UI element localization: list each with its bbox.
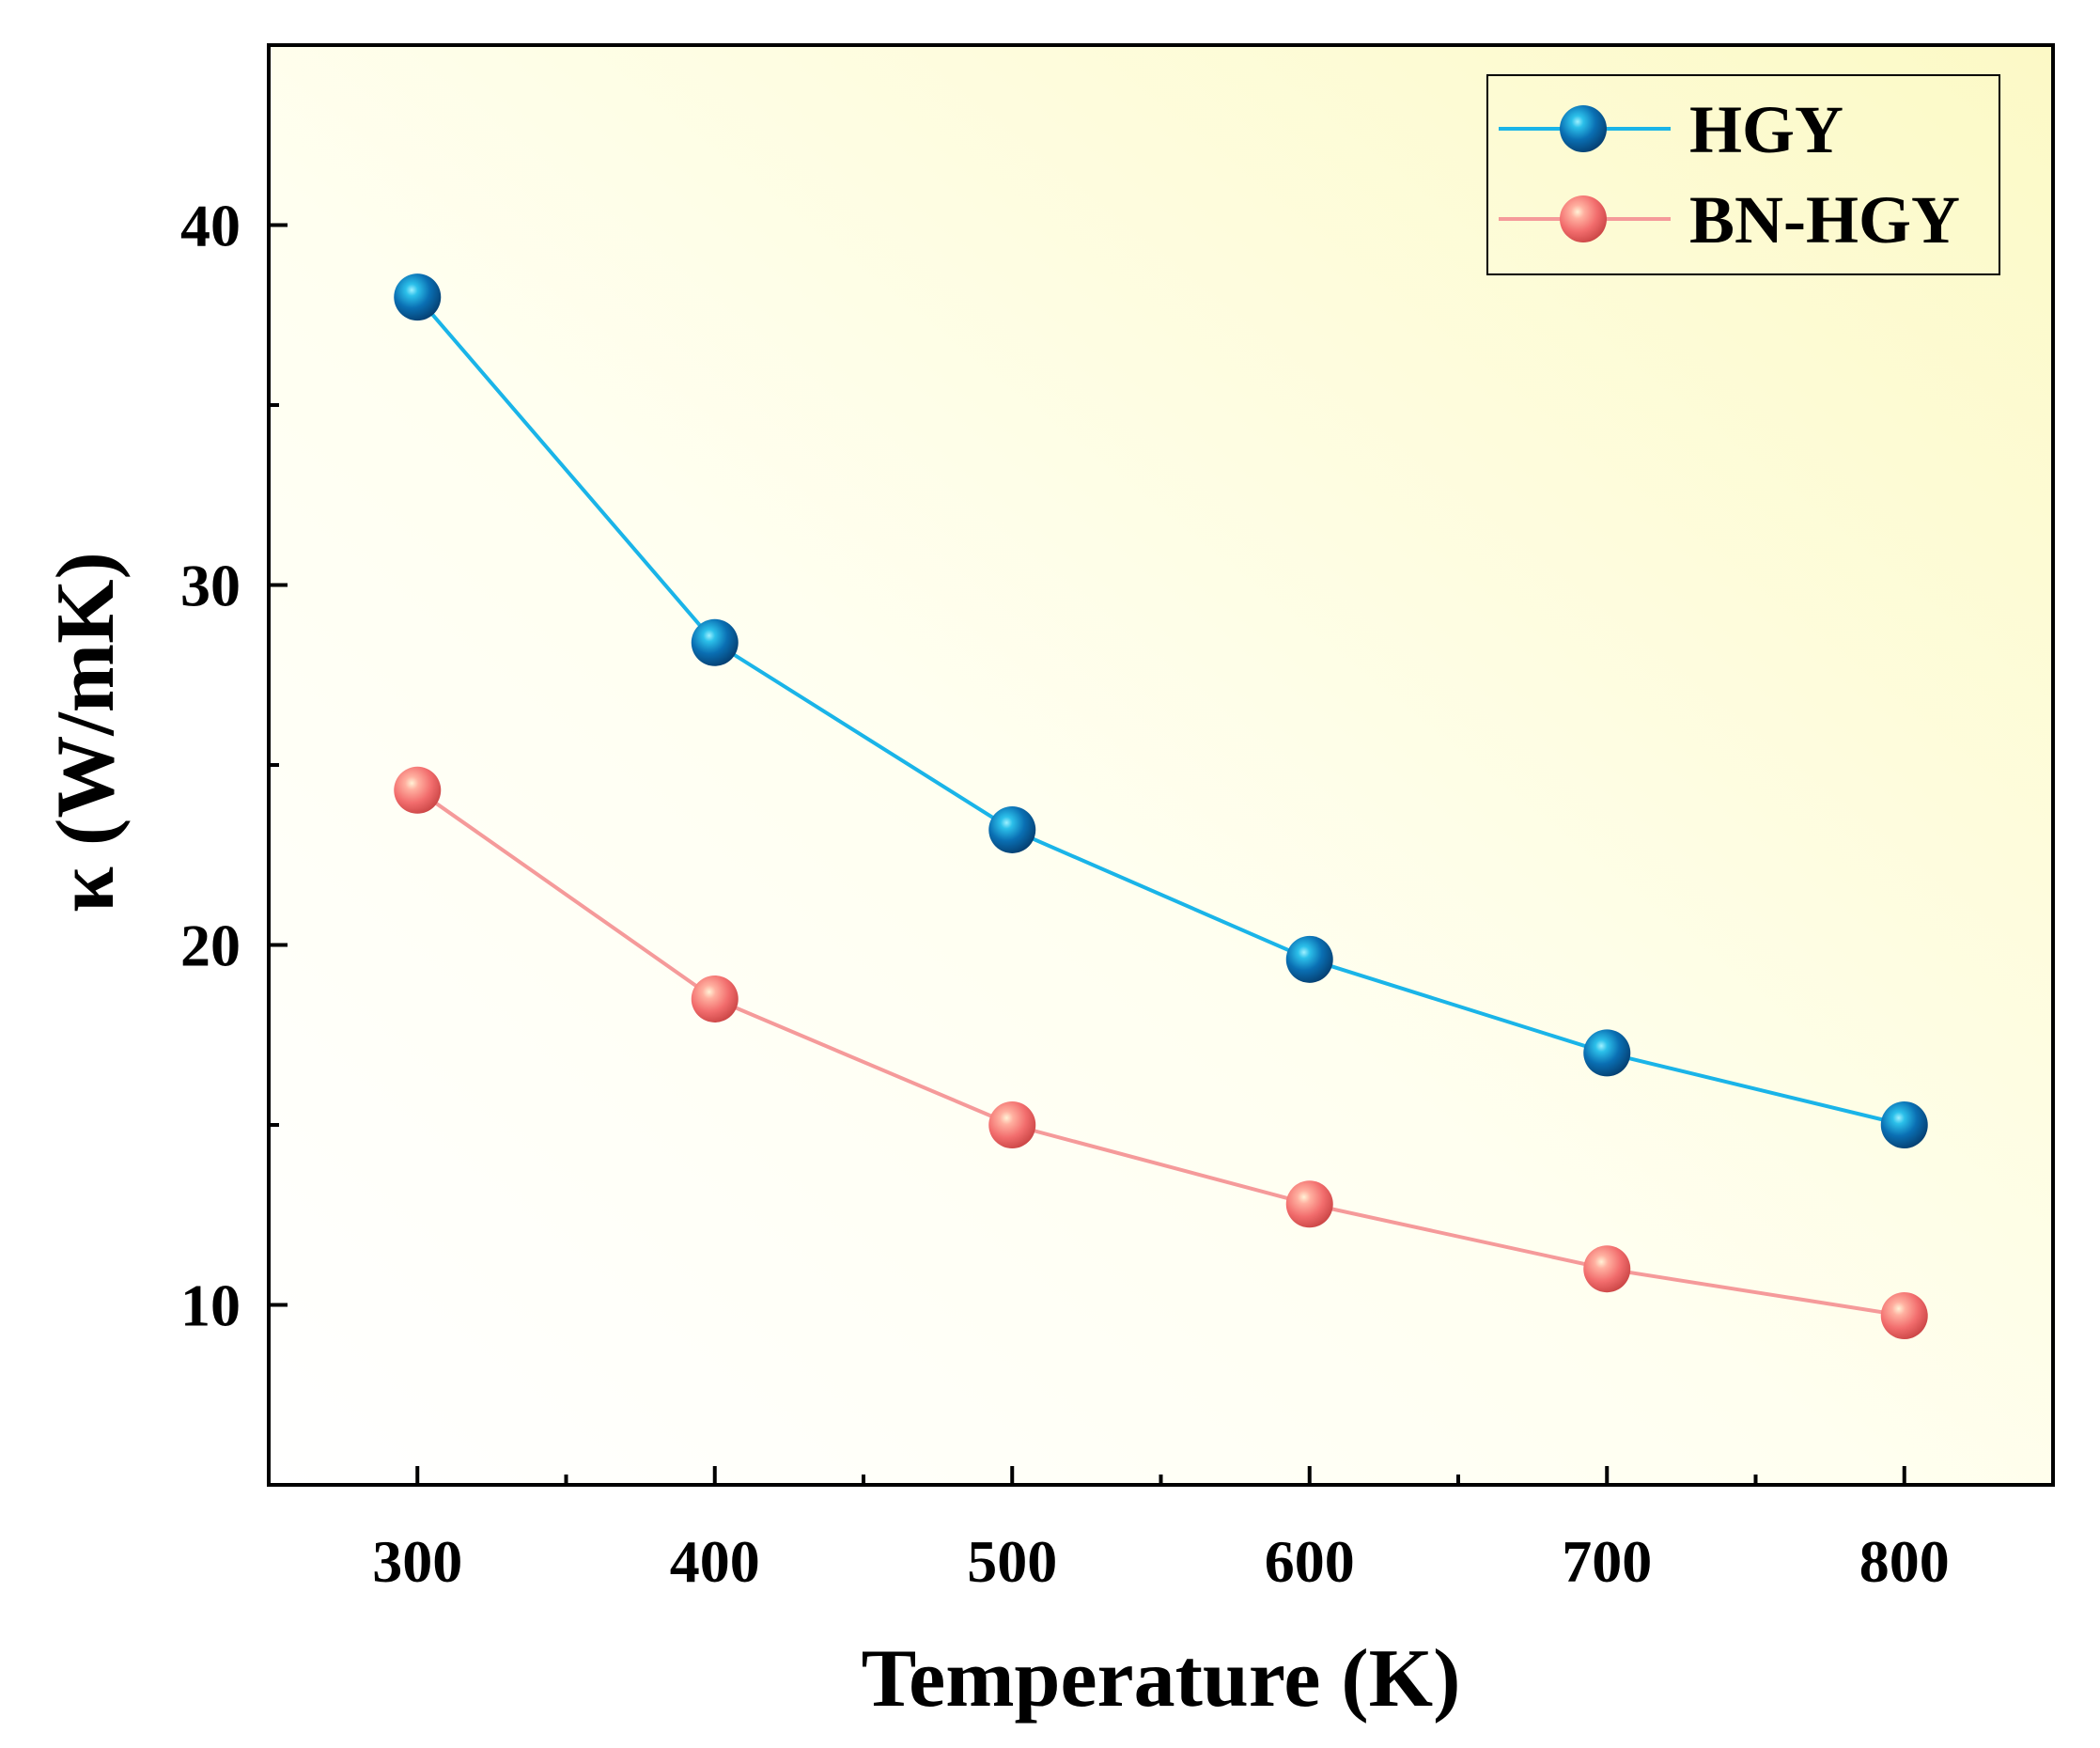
legend: HGY BN-HGY bbox=[1486, 74, 2000, 275]
legend-box bbox=[1486, 74, 2000, 275]
x-axis-title: Temperature (K) bbox=[862, 1633, 1461, 1725]
x-tick-label: 500 bbox=[967, 1528, 1057, 1595]
data-point-bn-hgy bbox=[1583, 1245, 1631, 1293]
data-point-hgy bbox=[1880, 1101, 1928, 1148]
data-point-hgy bbox=[1285, 935, 1333, 983]
x-tick-label: 300 bbox=[372, 1528, 462, 1595]
x-tick-label: 800 bbox=[1859, 1528, 1950, 1595]
data-point-hgy bbox=[691, 618, 739, 666]
y-tick-label: 40 bbox=[180, 193, 241, 259]
axis-ticks: 300 400 500 600 700 800 10 20 30 40 bbox=[180, 193, 1950, 1596]
data-point-bn-hgy bbox=[691, 975, 739, 1022]
series-line-bn-hgy bbox=[416, 788, 1906, 1318]
y-tick-label: 20 bbox=[180, 913, 241, 979]
y-axis-title: κ (W/mK) bbox=[40, 552, 132, 913]
data-point-bn-hgy bbox=[394, 766, 442, 814]
data-point-hgy bbox=[1583, 1029, 1631, 1077]
x-tick-label: 600 bbox=[1265, 1528, 1355, 1595]
data-point-bn-hgy bbox=[988, 1101, 1036, 1148]
x-tick-label: 700 bbox=[1562, 1528, 1652, 1595]
series-line-hgy bbox=[415, 295, 1906, 1127]
legend-marker-hgy bbox=[1560, 105, 1607, 152]
x-tick-label: 400 bbox=[670, 1528, 760, 1595]
legend-marker-bn-hgy bbox=[1560, 195, 1607, 242]
data-point-hgy bbox=[988, 805, 1036, 853]
legend-label-hgy: HGY bbox=[1689, 92, 1843, 167]
y-tick-label: 30 bbox=[180, 553, 241, 619]
y-tick-label: 10 bbox=[180, 1272, 241, 1339]
data-point-bn-hgy bbox=[1880, 1291, 1928, 1339]
legend-label-bn-hgy: BN-HGY bbox=[1689, 182, 1960, 258]
series-layer bbox=[394, 273, 1928, 1339]
plot-area bbox=[269, 45, 2053, 1485]
data-point-hgy bbox=[394, 273, 442, 321]
data-point-bn-hgy bbox=[1285, 1180, 1333, 1228]
plot-frame bbox=[267, 43, 2055, 1487]
